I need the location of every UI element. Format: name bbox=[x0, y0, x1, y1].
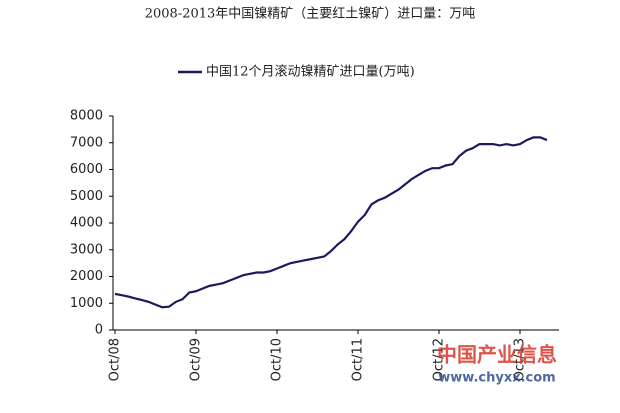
y-tick-label: 2000 bbox=[70, 269, 103, 284]
y-tick-label: 1000 bbox=[70, 296, 103, 311]
y-tick-label: 0 bbox=[95, 323, 103, 338]
y-tick-label: 4000 bbox=[70, 216, 103, 231]
y-tick-label: 6000 bbox=[70, 162, 103, 177]
x-tick-label: Oct/13 bbox=[513, 338, 528, 381]
x-tick-label: Oct/09 bbox=[189, 338, 204, 381]
watermark: 中国产业信息 bbox=[437, 343, 557, 367]
legend-label: 中国12个月滚动镍精矿进口量(万吨) bbox=[206, 64, 415, 80]
y-tick-label: 7000 bbox=[70, 135, 103, 150]
x-tick-label: Oct/08 bbox=[108, 338, 123, 381]
line bbox=[114, 136, 548, 309]
x-tick-label: Oct/12 bbox=[432, 338, 447, 381]
x-tick-label: Oct/11 bbox=[351, 338, 366, 381]
y-tick-label: 3000 bbox=[70, 242, 103, 257]
watermark: www.chyxx.com bbox=[438, 371, 555, 386]
y-tick-label: 5000 bbox=[70, 189, 103, 204]
chart-title: 2008-2013年中国镍精矿（主要红土镍矿）进口量：万吨 bbox=[145, 6, 476, 22]
x-tick-label: Oct/10 bbox=[270, 338, 285, 381]
y-tick-label: 8000 bbox=[70, 109, 103, 124]
